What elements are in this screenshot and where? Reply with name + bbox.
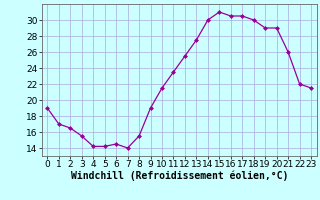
- X-axis label: Windchill (Refroidissement éolien,°C): Windchill (Refroidissement éolien,°C): [70, 171, 288, 181]
